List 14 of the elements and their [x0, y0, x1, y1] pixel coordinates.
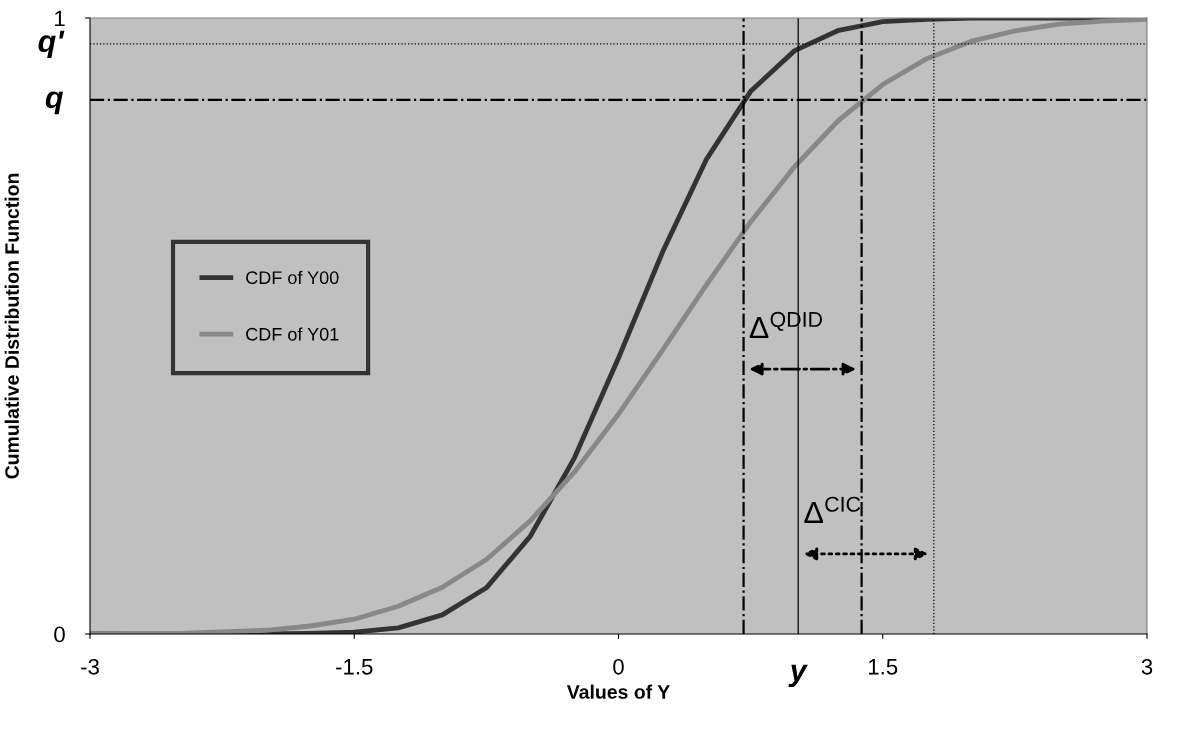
x-tick-label: 0 [613, 658, 624, 675]
ref-line-label: q' [38, 30, 65, 59]
x-tick-label: -3 [81, 658, 99, 675]
y-tick-label: 1 [55, 10, 65, 27]
x-tick-label: 3 [1141, 658, 1153, 675]
x-tick-label: -1.5 [336, 659, 373, 675]
ref-line-label: q [45, 91, 64, 115]
legend-label: CDF of Y00 [246, 270, 339, 285]
x-tick-label: 1.5 [869, 659, 898, 675]
x-axis-title: Values of Y [566, 684, 670, 699]
legend-label: CDF of Y01 [246, 327, 339, 341]
y-axis-title: Cumulative Distribution Function [4, 173, 19, 479]
ref-line-label: y [788, 664, 808, 688]
annotation: Δ$^{CIC}$ [804, 496, 861, 523]
